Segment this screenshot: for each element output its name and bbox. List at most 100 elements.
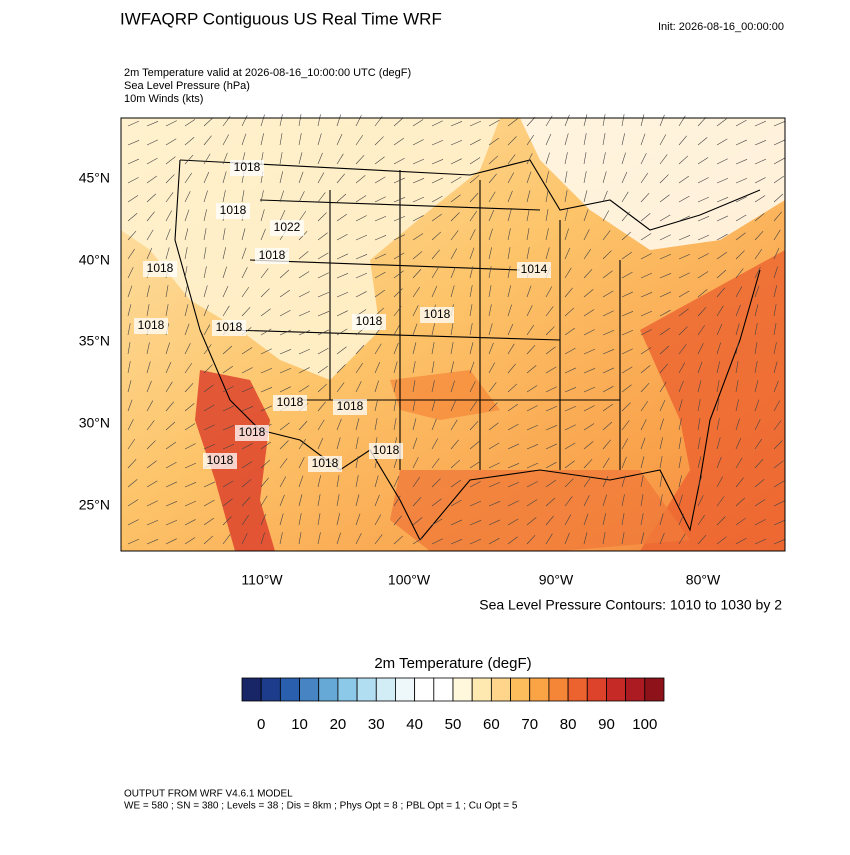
wind-barb (735, 380, 739, 393)
wind-barb (374, 289, 385, 298)
wind-barb (773, 211, 782, 222)
wind-barb (716, 536, 727, 545)
wind-barb (279, 329, 292, 336)
wind-barb (507, 518, 519, 526)
wind-barb (298, 457, 305, 469)
wind-barb (659, 456, 663, 469)
wind-barb (127, 304, 132, 317)
wind-barb (621, 271, 633, 279)
wind-barb (127, 323, 131, 336)
contour-label: 1018 (259, 248, 286, 262)
wind-barb (545, 533, 553, 545)
wind-barb (488, 462, 500, 469)
wind-barb (222, 247, 227, 260)
contour-label-box (270, 220, 304, 236)
wind-barb (431, 418, 437, 431)
wind-barb (716, 516, 726, 526)
wind-barb (336, 418, 342, 431)
wind-barb (165, 247, 170, 260)
wind-barb (336, 133, 343, 146)
wind-barb (355, 456, 359, 469)
wind-barb (526, 134, 534, 146)
wind-barb (545, 190, 549, 203)
wind-barb (602, 494, 607, 507)
wind-barb (146, 480, 158, 488)
wind-barb (507, 118, 518, 127)
wind-barb (488, 155, 499, 165)
wind-barb (659, 532, 665, 545)
wind-barb (184, 137, 195, 146)
wind-barb (602, 421, 613, 431)
wind-barb (450, 285, 455, 298)
wind-barb (317, 347, 329, 355)
wind-barb (754, 267, 761, 279)
wind-barb (317, 365, 328, 374)
colorbar-title: 2m Temperature (degF) (374, 655, 531, 672)
wind-barb (241, 190, 245, 203)
wind-barb (146, 175, 157, 184)
wind-barb (564, 514, 572, 526)
cool-region (121, 118, 500, 380)
wind-barb (754, 158, 767, 165)
wind-barb (469, 323, 473, 336)
contour-label-box (255, 248, 289, 264)
wind-barb (507, 383, 518, 393)
wind-barb (602, 329, 615, 336)
wind-barb (678, 155, 689, 165)
wind-barb (697, 534, 707, 545)
wind-barb (564, 327, 576, 336)
wind-barb (127, 361, 131, 374)
field-label: 10m Winds (kts) (124, 93, 203, 105)
wind-barb (659, 194, 670, 203)
wind-barb (697, 514, 705, 526)
wind-barb (374, 514, 382, 526)
wind-barb (507, 403, 519, 412)
wind-barb (754, 538, 767, 545)
wind-barb (545, 405, 558, 412)
wind-barb (716, 287, 725, 298)
colorbar-swatch (241, 677, 262, 702)
wind-barb (659, 214, 671, 222)
wind-barb (317, 437, 324, 450)
wind-barb (393, 197, 406, 203)
colorbar-label: 70 (521, 716, 538, 733)
wind-barb (241, 514, 249, 526)
wind-barb (222, 190, 226, 203)
wind-barb (507, 363, 516, 374)
wind-barb (545, 461, 557, 469)
wind-barb (735, 214, 747, 222)
wind-barb (659, 381, 667, 393)
wind-barb (583, 368, 596, 374)
wind-barb (754, 140, 767, 146)
map-frame (120, 117, 786, 552)
wind-barb (678, 195, 690, 203)
wind-barb (564, 478, 574, 488)
wind-barb (773, 304, 777, 317)
wind-barb (146, 285, 150, 298)
wind-barb (659, 475, 663, 488)
wind-barb (184, 228, 189, 241)
wind-barb (222, 480, 234, 488)
wind-barb (754, 361, 758, 374)
wind-barb (773, 420, 782, 431)
wind-barb (450, 139, 463, 146)
wind-barb (735, 159, 748, 165)
contour-label: 1018 (220, 203, 247, 217)
wind-barb (488, 285, 492, 298)
wind-barb (317, 272, 329, 279)
wind-barb (279, 171, 284, 184)
wind-barb (716, 437, 721, 450)
wind-barb (507, 423, 519, 431)
axis-labels: 45°N 40°N 35°N 30°N 25°N 110°W 100°W 90°… (79, 170, 721, 588)
wind-barb (260, 268, 269, 279)
wind-barb (602, 403, 614, 412)
wind-barb (450, 176, 462, 184)
wind-barb (146, 229, 154, 241)
wind-barb (184, 519, 196, 526)
wind-barb (678, 344, 687, 355)
wind-barb (583, 441, 594, 450)
wind-barb (165, 228, 171, 241)
wind-barb (716, 399, 720, 412)
wind-barb (412, 476, 421, 488)
wind-barb (583, 229, 590, 241)
